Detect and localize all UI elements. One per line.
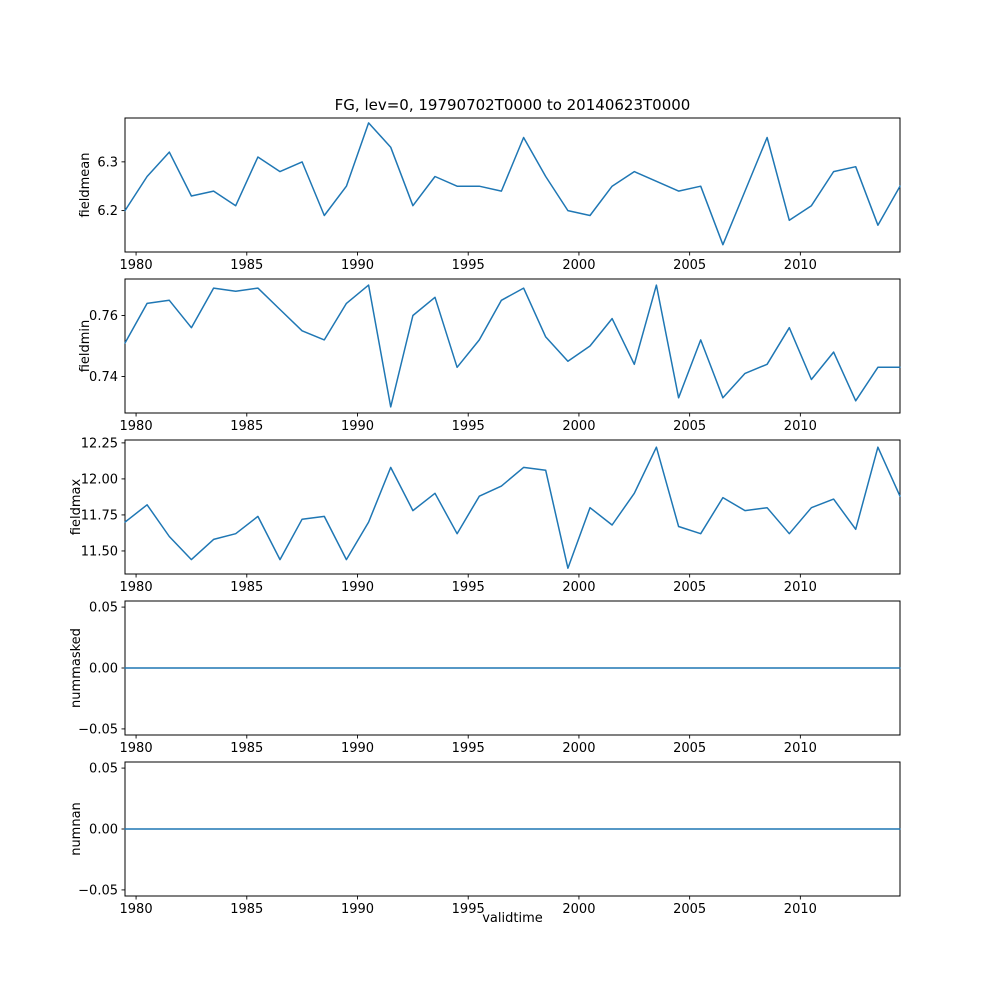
y-tick-label: 6.3 <box>97 155 118 170</box>
y-tick-label: 11.75 <box>81 508 118 523</box>
y-tick-label: 0.74 <box>89 370 118 385</box>
y-axis-label: fieldmin <box>78 320 93 373</box>
y-tick-label: 0.00 <box>89 662 118 677</box>
x-tick-label: 1990 <box>341 902 374 917</box>
x-tick-label: 1980 <box>120 580 153 595</box>
x-tick-label: 1995 <box>452 741 485 756</box>
x-tick-label: 2010 <box>784 258 817 273</box>
y-tick-label: −0.05 <box>78 883 118 898</box>
x-tick-label: 2000 <box>562 419 595 434</box>
data-line-fieldmean <box>124 122 901 246</box>
y-tick-label: 0.76 <box>89 309 118 324</box>
x-tick-label: 1985 <box>230 580 263 595</box>
x-tick-label: 1980 <box>120 741 153 756</box>
x-tick-label: 2000 <box>562 741 595 756</box>
y-tick-label: 0.00 <box>89 823 118 838</box>
y-axis-label: fieldmean <box>78 153 93 218</box>
data-line-fieldmin <box>124 284 901 408</box>
x-tick-label: 1980 <box>120 258 153 273</box>
y-tick-label: −0.05 <box>78 722 118 737</box>
x-tick-label: 1995 <box>452 258 485 273</box>
axes-frame <box>124 117 901 253</box>
x-tick-label: 2000 <box>562 580 595 595</box>
y-tick-label: 6.2 <box>97 204 118 219</box>
x-tick-label: 1995 <box>452 419 485 434</box>
x-tick-label: 1990 <box>341 419 374 434</box>
x-tick-label: 2005 <box>673 258 706 273</box>
y-axis-label: nummasked <box>69 628 84 708</box>
chart-title: FG, lev=0, 19790702T0000 to 20140623T000… <box>334 96 691 114</box>
data-line-fieldmax <box>124 446 901 569</box>
x-tick-label: 1990 <box>341 741 374 756</box>
x-tick-label: 1985 <box>230 741 263 756</box>
y-tick-label: 0.05 <box>89 601 118 616</box>
x-tick-label: 1990 <box>341 580 374 595</box>
x-tick-label: 1985 <box>230 419 263 434</box>
x-tick-label: 2010 <box>784 741 817 756</box>
x-tick-label: 1995 <box>452 580 485 595</box>
x-tick-label: 2010 <box>784 902 817 917</box>
y-axis-label: numnan <box>69 802 84 856</box>
x-tick-label: 2005 <box>673 419 706 434</box>
x-tick-label: 1985 <box>230 902 263 917</box>
x-tick-label: 1985 <box>230 258 263 273</box>
axes-frame <box>124 439 901 575</box>
y-axis-label: fieldmax <box>69 479 84 536</box>
x-tick-label: 2000 <box>562 902 595 917</box>
x-tick-label: 2005 <box>673 741 706 756</box>
y-tick-label: 12.25 <box>81 436 118 451</box>
x-tick-label: 2010 <box>784 419 817 434</box>
x-tick-label: 2005 <box>673 902 706 917</box>
x-tick-label: 2000 <box>562 258 595 273</box>
x-tick-label: 2010 <box>784 580 817 595</box>
x-tick-label: 1980 <box>120 902 153 917</box>
x-tick-label: 1980 <box>120 419 153 434</box>
x-tick-label: 1995 <box>452 902 485 917</box>
y-tick-label: 12.00 <box>81 472 118 487</box>
x-tick-label: 2005 <box>673 580 706 595</box>
x-axis-label: validtime <box>482 911 543 926</box>
x-tick-label: 1990 <box>341 258 374 273</box>
y-tick-label: 0.05 <box>89 762 118 777</box>
y-tick-label: 11.50 <box>81 544 118 559</box>
axes-frame <box>124 278 901 414</box>
